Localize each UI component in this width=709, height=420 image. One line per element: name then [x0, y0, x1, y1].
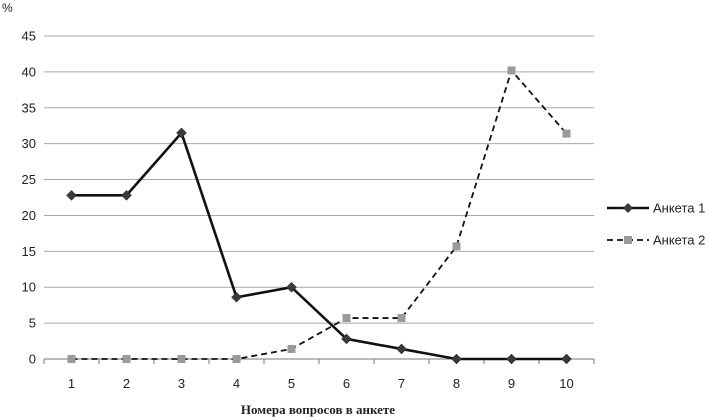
series-line-1 [71, 130, 567, 361]
x-tick-label: 8 [453, 376, 460, 391]
data-point [452, 242, 461, 251]
grid-lines [43, 35, 595, 364]
y-tick-label: 45 [22, 29, 36, 44]
x-axis-label: Номера вопросов в анкете [241, 402, 395, 417]
data-point [507, 66, 516, 75]
x-tick-labels: 1 2 3 4 5 6 7 8 9 10 [68, 376, 574, 391]
y-tick-label: 35 [22, 100, 36, 115]
data-point [67, 355, 76, 363]
data-point [396, 343, 407, 355]
y-tick-label: 5 [29, 316, 36, 331]
data-point [506, 353, 517, 365]
legend-label-1: Анкета 1 [653, 201, 705, 216]
data-point [177, 355, 186, 363]
data-point [231, 291, 242, 303]
y-tick-label: 40 [22, 64, 36, 79]
data-point [286, 281, 297, 293]
series-line-2 [71, 68, 568, 360]
data-point [397, 314, 406, 323]
data-point [66, 189, 77, 201]
x-tick-label: 4 [233, 376, 240, 391]
data-point [561, 353, 572, 365]
data-point [232, 355, 241, 363]
data-point [122, 355, 131, 363]
x-tick-label: 3 [178, 376, 185, 391]
x-tick-label: 2 [123, 376, 130, 391]
legend-label-2: Анкета 2 [653, 233, 705, 248]
x-tick-label: 7 [398, 376, 405, 391]
data-point [562, 129, 571, 138]
x-tick-label: 10 [559, 376, 573, 391]
data-point [121, 189, 132, 201]
data-point [176, 127, 187, 139]
y-axis-label: % [2, 1, 13, 15]
x-tick-label: 6 [343, 376, 350, 391]
y-tick-label: 15 [22, 244, 36, 259]
y-tick-label: 20 [22, 208, 36, 223]
data-point [451, 353, 462, 365]
y-tick-labels: 0 5 10 15 20 25 30 35 40 45 [22, 29, 36, 367]
data-point [341, 333, 352, 345]
y-tick-label: 30 [22, 136, 36, 151]
data-point [287, 344, 296, 353]
y-tick-label: 0 [29, 352, 36, 367]
legend-marker-1 [623, 203, 633, 213]
legend: Анкета 1 Анкета 2 [607, 201, 705, 248]
y-tick-label: 10 [22, 280, 36, 295]
x-tick-label: 5 [288, 376, 295, 391]
x-tick-label: 9 [508, 376, 515, 391]
series-group [66, 66, 572, 365]
y-tick-label: 25 [22, 172, 36, 187]
x-tick-label: 1 [68, 376, 75, 391]
legend-marker-2 [624, 236, 632, 244]
data-point [342, 314, 351, 323]
